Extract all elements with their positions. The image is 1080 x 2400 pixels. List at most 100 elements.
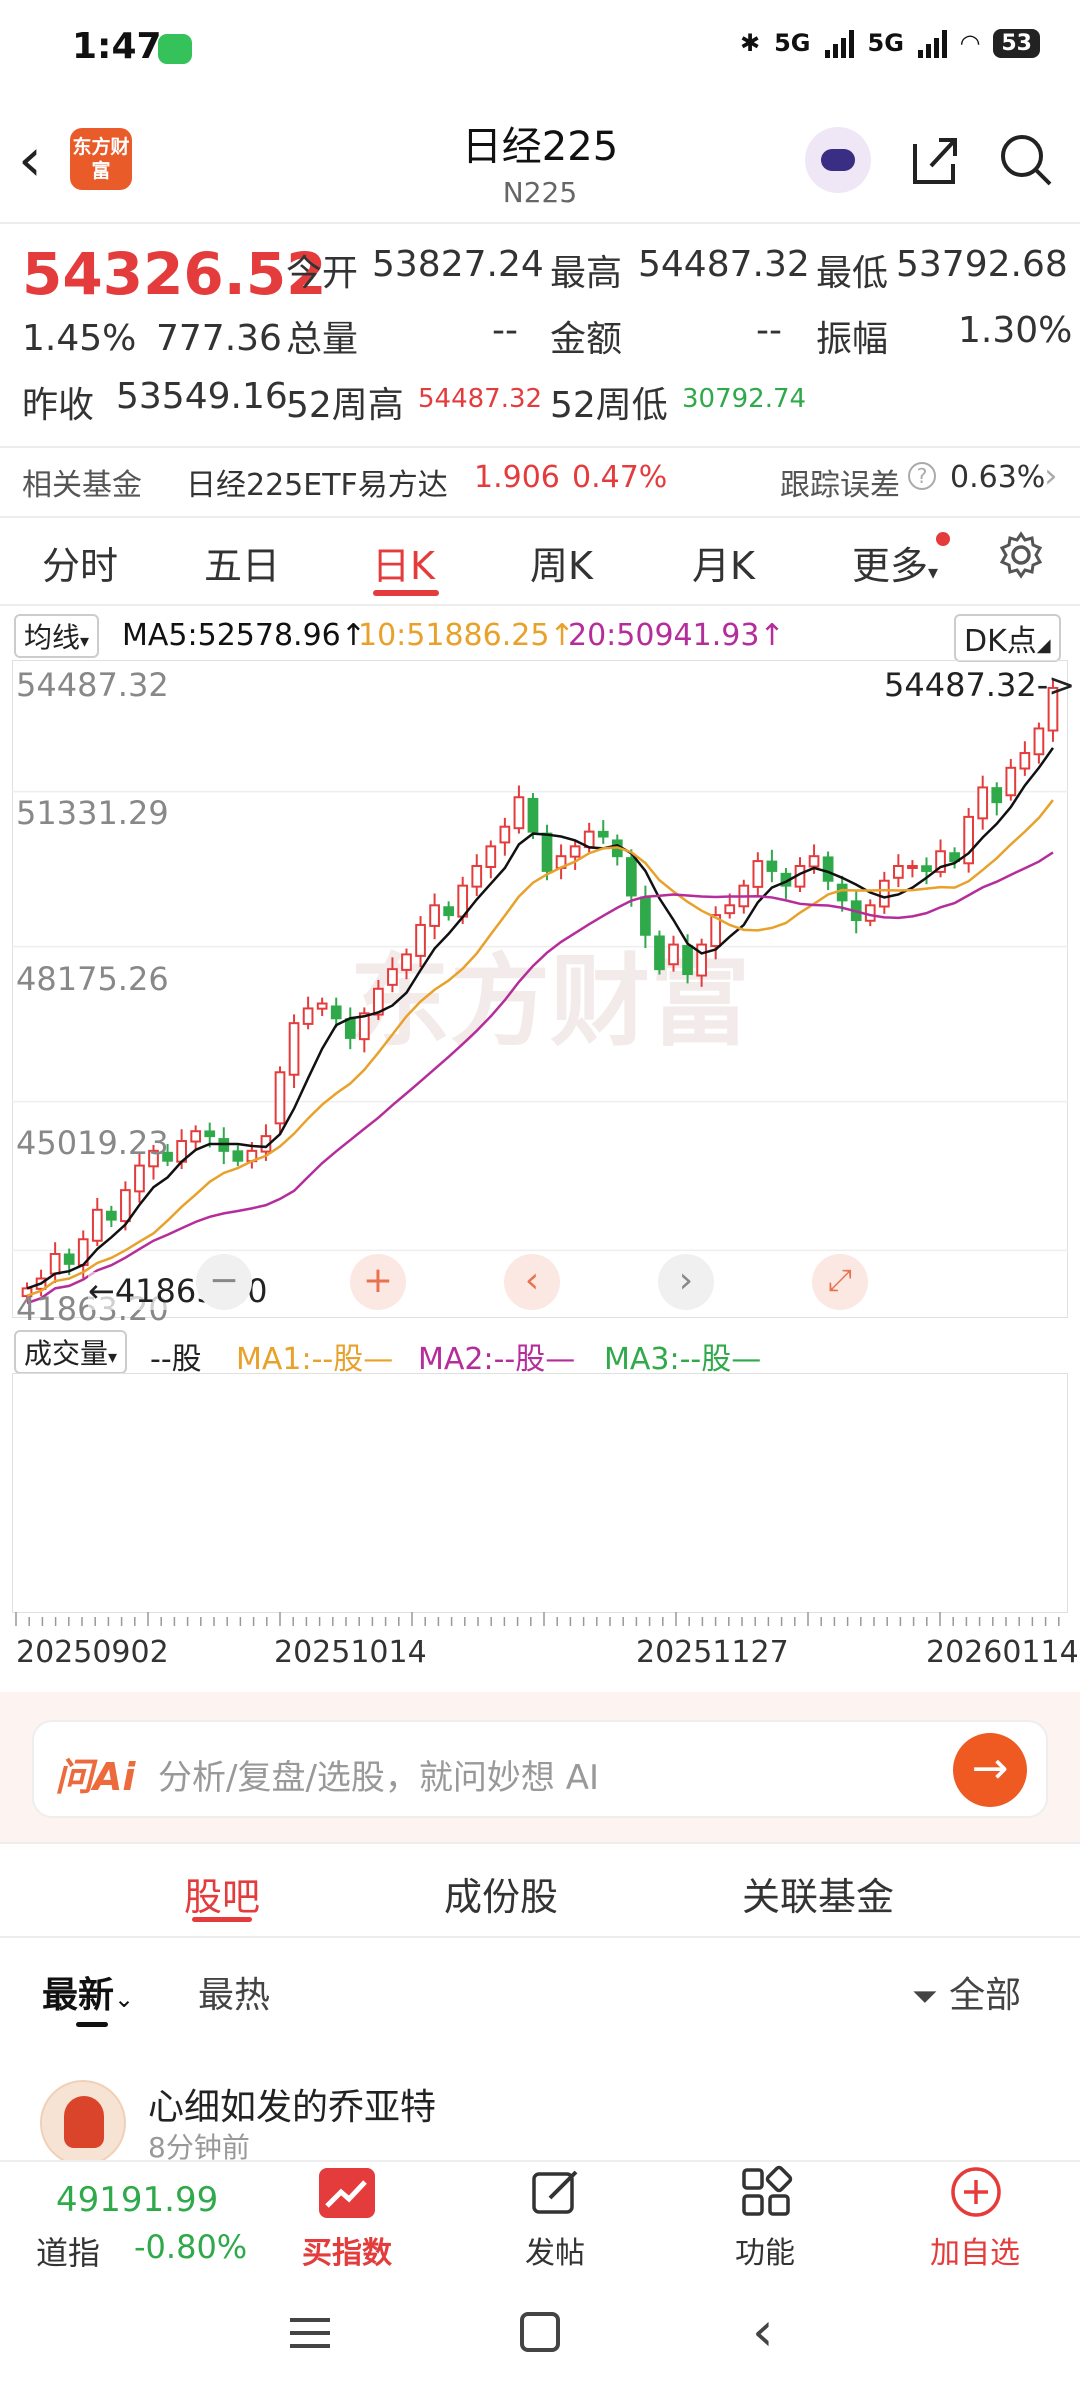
zoom-in-button[interactable]: +: [350, 1254, 406, 1310]
candle: [344, 1018, 356, 1039]
battery-indicator: 53: [993, 28, 1040, 58]
grid-icon: [742, 2165, 793, 2216]
candle: [63, 1253, 75, 1265]
wifi-icon: ◠: [960, 29, 980, 57]
candle: [752, 860, 764, 888]
amount-value: --: [756, 310, 782, 351]
volume-ma3: MA3:--股—: [604, 1342, 762, 1377]
nav-functions[interactable]: 功能: [735, 2236, 795, 2271]
candle: [49, 1252, 61, 1275]
divider: [0, 604, 1080, 606]
edit-post-icon: [532, 2170, 578, 2214]
avatar[interactable]: [40, 2080, 126, 2166]
fund-price: 1.906: [474, 460, 560, 495]
candle: [935, 850, 946, 873]
status-indicators: ✱ 5G 5G ◠ 53: [740, 28, 1040, 58]
candle: [597, 830, 609, 838]
price-tick-label: 54487.32: [16, 666, 169, 704]
fullscreen-icon[interactable]: ⤢: [812, 1254, 868, 1310]
ai-input-placeholder[interactable]: 分析/复盘/选股，就问妙想 AI: [158, 1758, 600, 1798]
ma10-value: 10:51886.25↑: [358, 618, 575, 653]
candle: [1005, 766, 1017, 797]
caret-down-icon: ◢: [1036, 635, 1051, 656]
candle: [358, 1012, 370, 1041]
next-button[interactable]: ›: [658, 1254, 714, 1310]
kline-chart[interactable]: [12, 660, 1068, 1318]
notification-dot: [936, 532, 950, 546]
tab-five-day[interactable]: 五日: [204, 544, 281, 588]
candle: [1033, 727, 1045, 756]
zoom-out-button[interactable]: −: [196, 1254, 252, 1310]
high-label: 最高: [550, 253, 623, 294]
candle: [949, 852, 960, 863]
open-value: 53827.24: [372, 244, 544, 285]
candle: [541, 832, 553, 872]
nav-add-watchlist[interactable]: 加自选: [930, 2236, 1020, 2271]
sort-latest[interactable]: 最新⌄: [42, 1966, 134, 2018]
status-time: 1:47: [72, 26, 162, 67]
filter-label: 全部: [949, 1975, 1022, 2016]
sort-hot[interactable]: 最热: [198, 1975, 271, 2016]
ma-selector[interactable]: 均线▾: [14, 614, 100, 658]
candle: [471, 865, 483, 888]
price-tick-label: 45019.23: [16, 1124, 169, 1162]
page-title: 日经225: [461, 124, 619, 170]
network-label-1: 5G: [774, 29, 811, 57]
prev-button[interactable]: ‹: [504, 1254, 560, 1310]
tab-weekly-k[interactable]: 周K: [530, 544, 593, 588]
volume-chart[interactable]: [12, 1373, 1068, 1613]
ai-submit-button[interactable]: →: [953, 1733, 1027, 1807]
settings-gear-icon[interactable]: [996, 530, 1046, 580]
candle: [288, 1022, 300, 1076]
dow-index-change: -0.80%: [134, 2228, 248, 2266]
sort-latest-label: 最新: [42, 1975, 115, 2016]
date-tick-label: 20251127: [636, 1635, 789, 1670]
tab-more[interactable]: 更多▾: [852, 535, 938, 590]
tab-monthly-k[interactable]: 月K: [692, 544, 755, 588]
search-icon[interactable]: [996, 130, 1056, 190]
bluetooth-icon: ✱: [739, 29, 761, 57]
nav-buy-index[interactable]: 买指数: [302, 2236, 392, 2271]
tab-more-label: 更多: [852, 544, 929, 588]
candle: [569, 845, 581, 858]
kline-chart-frame[interactable]: [12, 660, 1068, 1318]
date-tick-label: 20251014: [274, 1635, 427, 1670]
nav-post[interactable]: 发帖: [525, 2236, 585, 2271]
tab-constituents[interactable]: 成份股: [444, 1875, 559, 1919]
tab-intraday[interactable]: 分时: [42, 544, 119, 588]
trend-chart-icon: [319, 2168, 375, 2218]
tab-daily-k[interactable]: 日K: [372, 544, 435, 588]
post-author[interactable]: 心细如发的乔亚特: [148, 2087, 437, 2128]
system-back-icon[interactable]: ‹: [752, 2300, 774, 2363]
divider: [0, 446, 1080, 448]
home-icon[interactable]: [520, 2312, 560, 2352]
filter-icon: ⏷: [912, 1977, 938, 2015]
dk-point-button[interactable]: DK点◢: [954, 614, 1061, 662]
signal-icon: [917, 28, 947, 58]
52wk-low-label: 52周低: [550, 385, 668, 426]
network-label-2: 5G: [867, 29, 904, 57]
related-fund-row[interactable]: 相关基金 日经225ETF易方达 1.906 0.47% 跟踪误差 ? 0.63…: [0, 448, 1080, 512]
change-amount: 777.36: [156, 318, 282, 359]
recent-apps-icon[interactable]: [290, 2318, 330, 2348]
candle: [836, 883, 848, 902]
candle: [401, 953, 412, 971]
help-icon[interactable]: ?: [908, 462, 936, 490]
date-axis-ticks: [15, 1612, 1060, 1626]
fund-change: 0.47%: [572, 460, 668, 495]
low-label: 最低: [816, 253, 889, 294]
low-value: 53792.68: [896, 244, 1068, 285]
last-price: 54326.52: [22, 240, 327, 308]
filter-button[interactable]: ⏷ 全部: [912, 1966, 1021, 2018]
ai-assistant-icon[interactable]: [805, 127, 871, 193]
dow-index-value[interactable]: 49191.99: [56, 2180, 219, 2220]
tab-forum[interactable]: 股吧: [184, 1875, 261, 1919]
ai-search-box[interactable]: [32, 1720, 1048, 1818]
candle: [682, 945, 693, 976]
share-icon[interactable]: [905, 130, 965, 190]
prev-close-value: 53549.16: [116, 376, 288, 417]
volume-selector[interactable]: 成交量▾: [14, 1330, 128, 1374]
tab-related-funds[interactable]: 关联基金: [742, 1875, 895, 1919]
bottom-nav: [0, 2160, 1080, 2280]
back-icon[interactable]: ‹: [18, 125, 42, 195]
